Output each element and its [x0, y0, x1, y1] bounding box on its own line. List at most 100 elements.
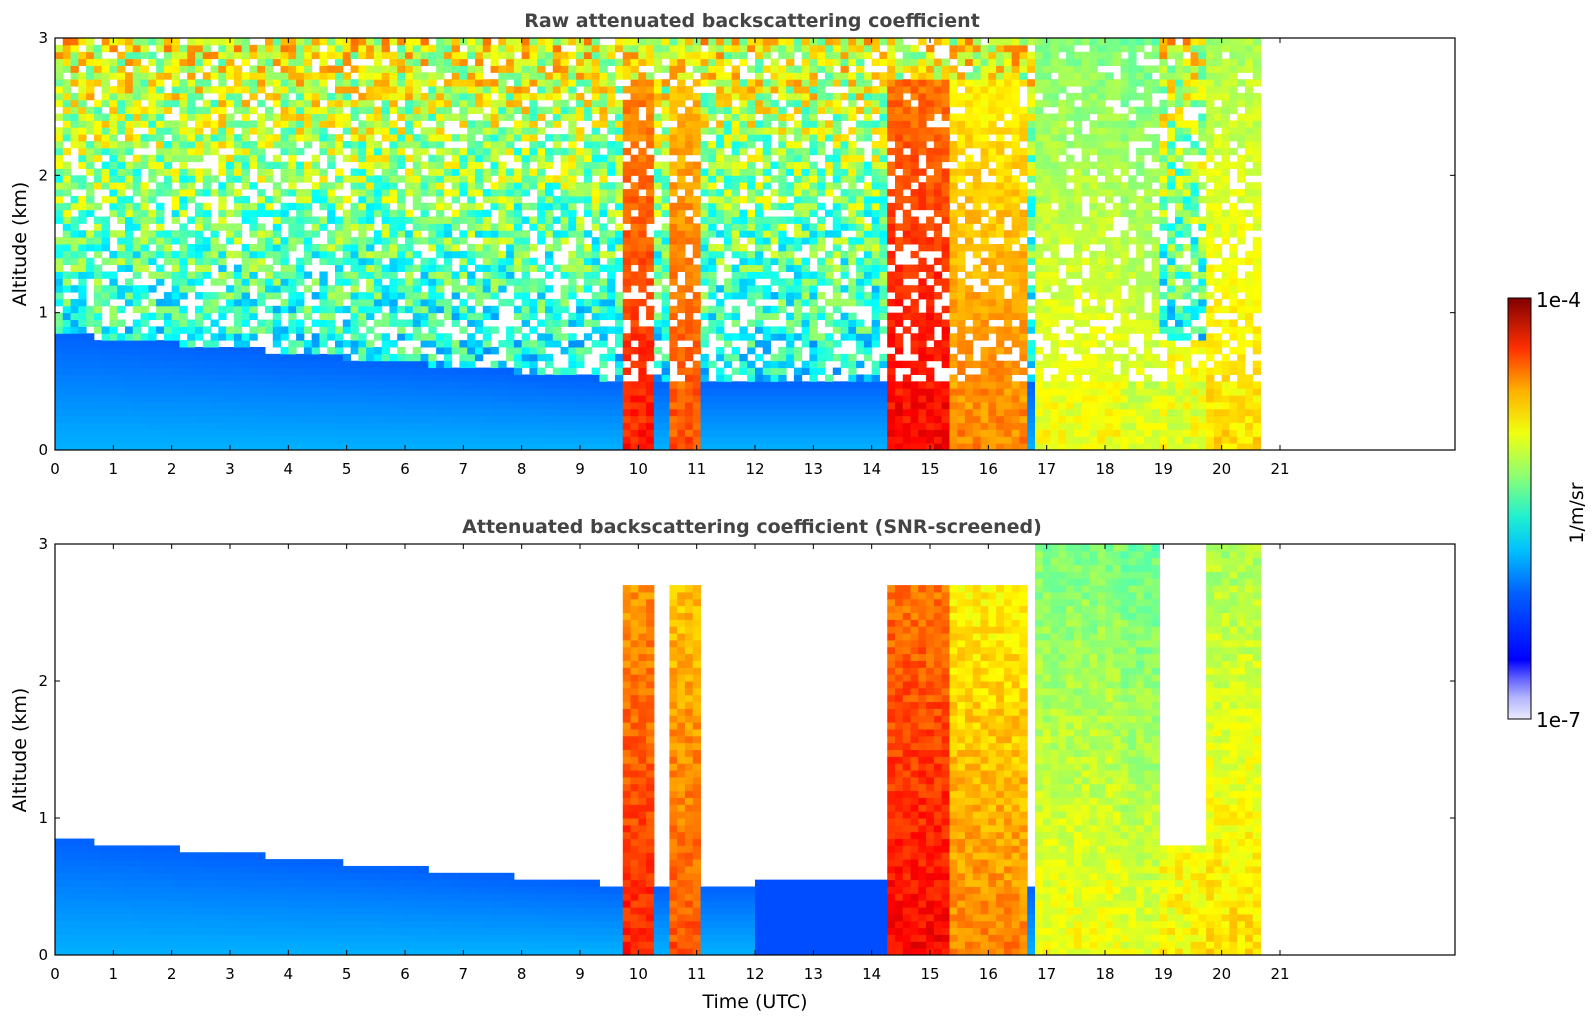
heatmap-cell: [210, 134, 219, 142]
heatmap-cell: [459, 360, 468, 369]
heatmap-cell: [513, 189, 523, 197]
heatmap-cell: [708, 319, 717, 327]
heatmap-cell: [513, 292, 523, 300]
heatmap-cell: [101, 257, 110, 266]
heatmap-cell: [132, 154, 142, 163]
heatmap-cell: [576, 154, 585, 163]
heatmap-cell: [793, 86, 803, 94]
heatmap-cell: [809, 189, 818, 197]
heatmap-cell: [630, 415, 639, 424]
heatmap-cell: [451, 99, 460, 108]
heatmap-cell: [529, 72, 538, 80]
heatmap-cell: [552, 230, 562, 238]
heatmap-cell: [599, 120, 608, 128]
heatmap-cell: [700, 422, 709, 430]
heatmap-cell: [195, 312, 204, 321]
heatmap-cell: [475, 127, 484, 135]
heatmap-cell: [770, 422, 779, 430]
heatmap-cell: [599, 223, 608, 231]
heatmap-cell: [786, 381, 795, 389]
heatmap-cell: [93, 147, 103, 156]
heatmap-cell: [599, 202, 608, 211]
heatmap-cell: [552, 401, 562, 410]
heatmap-cell: [272, 51, 282, 60]
heatmap-cell: [389, 58, 398, 66]
heatmap-cell: [630, 312, 639, 321]
heatmap-cell: [537, 367, 546, 375]
heatmap-cell: [653, 312, 663, 321]
heatmap-cell: [366, 443, 375, 451]
heatmap-cell: [272, 230, 282, 238]
heatmap-cell: [490, 244, 499, 252]
heatmap-cell: [342, 388, 352, 396]
heatmap-cell: [358, 381, 367, 389]
heatmap-cell: [109, 86, 118, 94]
heatmap-cell: [521, 395, 530, 403]
heatmap-cell: [583, 374, 593, 382]
heatmap-cell: [443, 381, 453, 389]
heatmap-cell: [762, 415, 772, 424]
heatmap-cell: [272, 223, 282, 231]
heatmap-cell: [55, 113, 64, 121]
heatmap-cell: [412, 360, 422, 369]
heatmap-cell: [778, 401, 787, 410]
heatmap-cell: [210, 175, 219, 183]
heatmap-cell: [381, 230, 390, 238]
heatmap-cell: [723, 92, 733, 101]
heatmap-cell: [770, 353, 779, 362]
heatmap-cell: [467, 120, 476, 128]
heatmap-cell: [101, 292, 110, 300]
heatmap-cell: [311, 168, 320, 176]
heatmap-cell: [179, 202, 188, 211]
heatmap-cell: [428, 264, 437, 272]
heatmap-cell: [366, 161, 375, 169]
heatmap-cell: [296, 168, 305, 176]
heatmap-cell: [475, 79, 484, 87]
heatmap-cell: [801, 408, 810, 417]
heatmap-cell: [303, 443, 313, 451]
heatmap-cell: [125, 175, 134, 183]
heatmap-cell: [692, 161, 702, 169]
heatmap-cell: [179, 292, 188, 300]
heatmap-cell: [420, 264, 429, 272]
heatmap-cell: [195, 429, 204, 437]
heatmap-cell: [482, 374, 492, 382]
heatmap-cell: [498, 72, 507, 80]
heatmap-cell: [210, 319, 219, 327]
heatmap-cell: [397, 86, 406, 94]
heatmap-cell: [70, 415, 79, 424]
heatmap-cell: [101, 401, 110, 410]
heatmap-cell: [646, 312, 655, 321]
heatmap-cell: [288, 264, 297, 272]
heatmap-cell: [280, 347, 289, 355]
heatmap-cell: [529, 278, 538, 286]
heatmap-cell: [498, 374, 507, 382]
heatmap-cell: [661, 298, 670, 307]
heatmap-cell: [257, 58, 266, 66]
heatmap-cell: [140, 381, 149, 389]
heatmap-cell: [661, 285, 670, 293]
heatmap-cell: [459, 72, 468, 80]
heatmap-cell: [443, 436, 453, 444]
heatmap-cell: [397, 347, 406, 355]
heatmap-cell: [140, 257, 149, 266]
heatmap-cell: [513, 353, 523, 362]
heatmap-cell: [755, 367, 764, 375]
heatmap-cell: [716, 79, 725, 87]
heatmap-cell: [793, 106, 803, 115]
heatmap-cell: [342, 429, 352, 437]
heatmap-cell: [412, 333, 422, 341]
heatmap-cell: [817, 58, 826, 66]
heatmap-cell: [731, 312, 740, 321]
heatmap-cell: [93, 381, 103, 389]
heatmap-cell: [607, 189, 616, 197]
heatmap-cell: [132, 38, 142, 46]
heatmap-cell: [498, 443, 507, 451]
heatmap-cell: [358, 367, 367, 375]
heatmap-cell: [397, 395, 406, 403]
heatmap-cell: [140, 230, 149, 238]
heatmap-cell: [117, 113, 126, 121]
heatmap-cell: [179, 388, 188, 396]
heatmap-cell: [809, 86, 818, 94]
heatmap-cell: [148, 374, 157, 382]
